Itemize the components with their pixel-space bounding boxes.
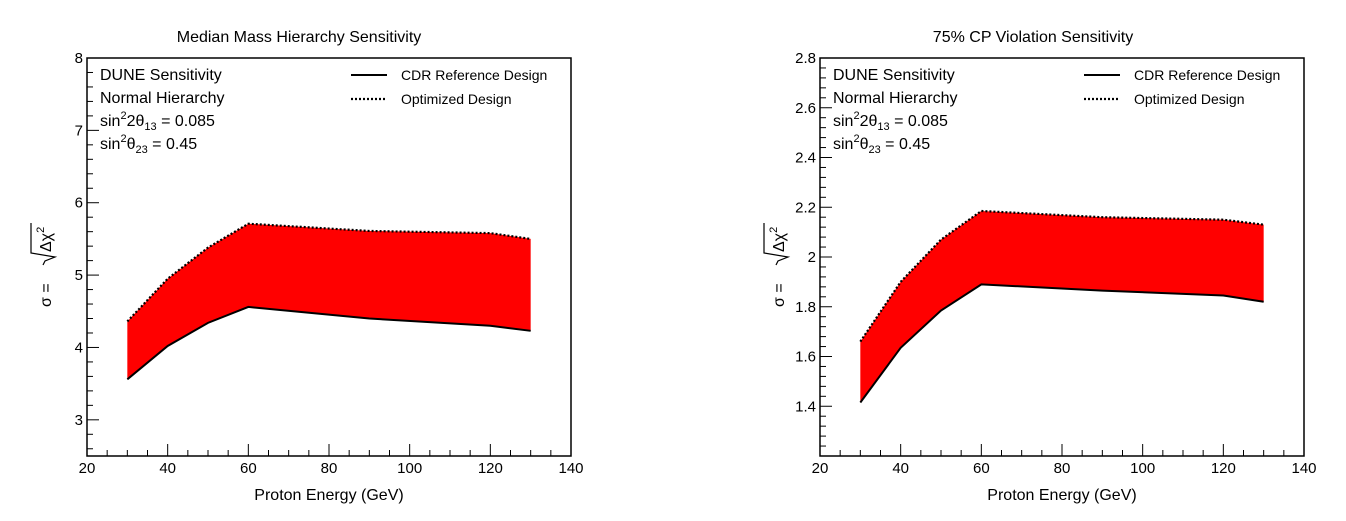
y-tick-label: 2.4 bbox=[795, 150, 816, 167]
y-label-rotated: σ = Δχ2 bbox=[763, 223, 791, 307]
x-axis-ticks: 20 40 60 80 100 120 140 bbox=[812, 444, 1317, 477]
x-tick-label: 140 bbox=[558, 460, 583, 477]
radicand-base: Δχ bbox=[38, 232, 55, 252]
sensitivity-band-group bbox=[860, 210, 1264, 403]
info-line-2: Normal Hierarchy bbox=[100, 90, 224, 107]
y-tick-label: 3 bbox=[75, 412, 83, 429]
info-text: θ bbox=[860, 136, 869, 153]
info-line-4: sin2θ23 = 0.45 bbox=[833, 133, 930, 156]
x-tick-label: 120 bbox=[1211, 460, 1236, 477]
chart-title: Median Mass Hierarchy Sensitivity bbox=[177, 29, 422, 46]
sensitivity-band bbox=[127, 223, 531, 380]
y-label-radicand: Δχ2 bbox=[35, 227, 55, 252]
y-axis-ticks: 1.4 1.6 1.8 2 2.2 2.4 2.6 2.8 bbox=[795, 50, 832, 457]
info-line-1: DUNE Sensitivity bbox=[100, 67, 222, 84]
info-line-1: DUNE Sensitivity bbox=[833, 67, 955, 84]
x-tick-label: 40 bbox=[892, 460, 909, 477]
x-tick-label: 140 bbox=[1291, 460, 1316, 477]
x-tick-label: 100 bbox=[1130, 460, 1155, 477]
x-tick-label: 20 bbox=[812, 460, 829, 477]
y-tick-label: 1.4 bbox=[795, 398, 816, 415]
cp-violation-panel: 75% CP Violation Sensitivity 20 40 60 80 100… bbox=[763, 29, 1317, 504]
x-tick-label: 120 bbox=[478, 460, 503, 477]
y-label-prefix: σ = bbox=[38, 283, 55, 307]
optimized-design-line bbox=[859, 209, 1264, 343]
legend-label: CDR Reference Design bbox=[1134, 67, 1280, 83]
info-text: sin bbox=[833, 113, 853, 130]
x-tick-label: 80 bbox=[1054, 460, 1071, 477]
legend-label: CDR Reference Design bbox=[401, 67, 547, 83]
legend-label: Optimized Design bbox=[1134, 91, 1245, 107]
info-line-2: Normal Hierarchy bbox=[833, 90, 957, 107]
x-tick-label: 100 bbox=[397, 460, 422, 477]
y-tick-label: 8 bbox=[75, 50, 83, 67]
y-tick-label: 2.6 bbox=[795, 100, 816, 117]
info-text: θ bbox=[127, 136, 136, 153]
info-text: 2θ bbox=[860, 113, 878, 130]
chart-title: 75% CP Violation Sensitivity bbox=[933, 29, 1133, 46]
radicand-base: Δχ bbox=[771, 232, 788, 252]
x-tick-label: 80 bbox=[321, 460, 338, 477]
info-text: = 0.085 bbox=[890, 113, 948, 130]
y-axis-ticks: 3 4 5 6 7 8 bbox=[75, 50, 99, 450]
y-axis-label: σ = Δχ2 bbox=[30, 223, 58, 307]
info-text: sin bbox=[100, 136, 120, 153]
info-text: 2θ bbox=[127, 113, 145, 130]
optimized-design-line bbox=[126, 222, 531, 323]
x-tick-label: 60 bbox=[973, 460, 990, 477]
y-tick-label: 4 bbox=[75, 339, 83, 356]
y-tick-label: 1.8 bbox=[795, 299, 816, 316]
sensitivity-band-group bbox=[127, 223, 531, 380]
x-axis-label: Proton Energy (GeV) bbox=[987, 487, 1136, 504]
x-tick-label: 40 bbox=[159, 460, 176, 477]
cdr-reference-line bbox=[126, 305, 531, 381]
info-superscript: 2 bbox=[853, 110, 859, 122]
info-superscript: 2 bbox=[120, 133, 126, 145]
y-tick-label: 1.6 bbox=[795, 349, 816, 366]
y-tick-label: 5 bbox=[75, 267, 83, 284]
radicand-exponent: 2 bbox=[768, 227, 780, 233]
y-label-prefix: σ = bbox=[771, 283, 788, 307]
y-tick-label: 2.8 bbox=[795, 50, 816, 67]
legend-label: Optimized Design bbox=[401, 91, 512, 107]
sensitivity-band bbox=[860, 210, 1264, 403]
y-tick-label: 2 bbox=[808, 249, 816, 266]
info-line-4: sin2θ23 = 0.45 bbox=[100, 133, 197, 156]
info-subscript: 13 bbox=[144, 121, 156, 133]
x-tick-label: 20 bbox=[79, 460, 96, 477]
legend: CDR Reference Design Optimized Design bbox=[1084, 67, 1280, 107]
y-label-radicand: Δχ2 bbox=[768, 227, 788, 252]
mass-hierarchy-panel: Median Mass Hierarchy Sensitivity 20 40 60… bbox=[30, 29, 584, 504]
info-subscript: 13 bbox=[877, 121, 889, 133]
curves-group bbox=[126, 222, 531, 381]
x-axis-ticks: 20 40 60 80 100 120 140 bbox=[79, 444, 584, 477]
y-tick-label: 7 bbox=[75, 122, 83, 139]
y-tick-label: 6 bbox=[75, 195, 83, 212]
info-subscript: 23 bbox=[135, 144, 147, 156]
info-text: sin bbox=[100, 113, 120, 130]
info-superscript: 2 bbox=[853, 133, 859, 145]
info-text: = 0.45 bbox=[148, 136, 197, 153]
cdr-reference-line bbox=[859, 283, 1264, 404]
info-text: = 0.45 bbox=[881, 136, 930, 153]
legend: CDR Reference Design Optimized Design bbox=[351, 67, 547, 107]
info-line-3: sin22θ13 = 0.085 bbox=[100, 110, 215, 133]
info-text: sin bbox=[833, 136, 853, 153]
info-superscript: 2 bbox=[120, 110, 126, 122]
info-subscript: 23 bbox=[868, 144, 880, 156]
radicand-exponent: 2 bbox=[35, 227, 47, 233]
curves-group bbox=[859, 209, 1264, 404]
y-axis-label: σ = Δχ2 bbox=[763, 223, 791, 307]
info-text: = 0.085 bbox=[157, 113, 215, 130]
sqrt-icon bbox=[763, 223, 791, 266]
x-tick-label: 60 bbox=[240, 460, 257, 477]
info-line-3: sin22θ13 = 0.085 bbox=[833, 110, 948, 133]
y-label-rotated: σ = Δχ2 bbox=[30, 223, 58, 307]
x-axis-label: Proton Energy (GeV) bbox=[254, 487, 403, 504]
sqrt-icon bbox=[30, 223, 58, 266]
y-tick-label: 2.2 bbox=[795, 199, 816, 216]
